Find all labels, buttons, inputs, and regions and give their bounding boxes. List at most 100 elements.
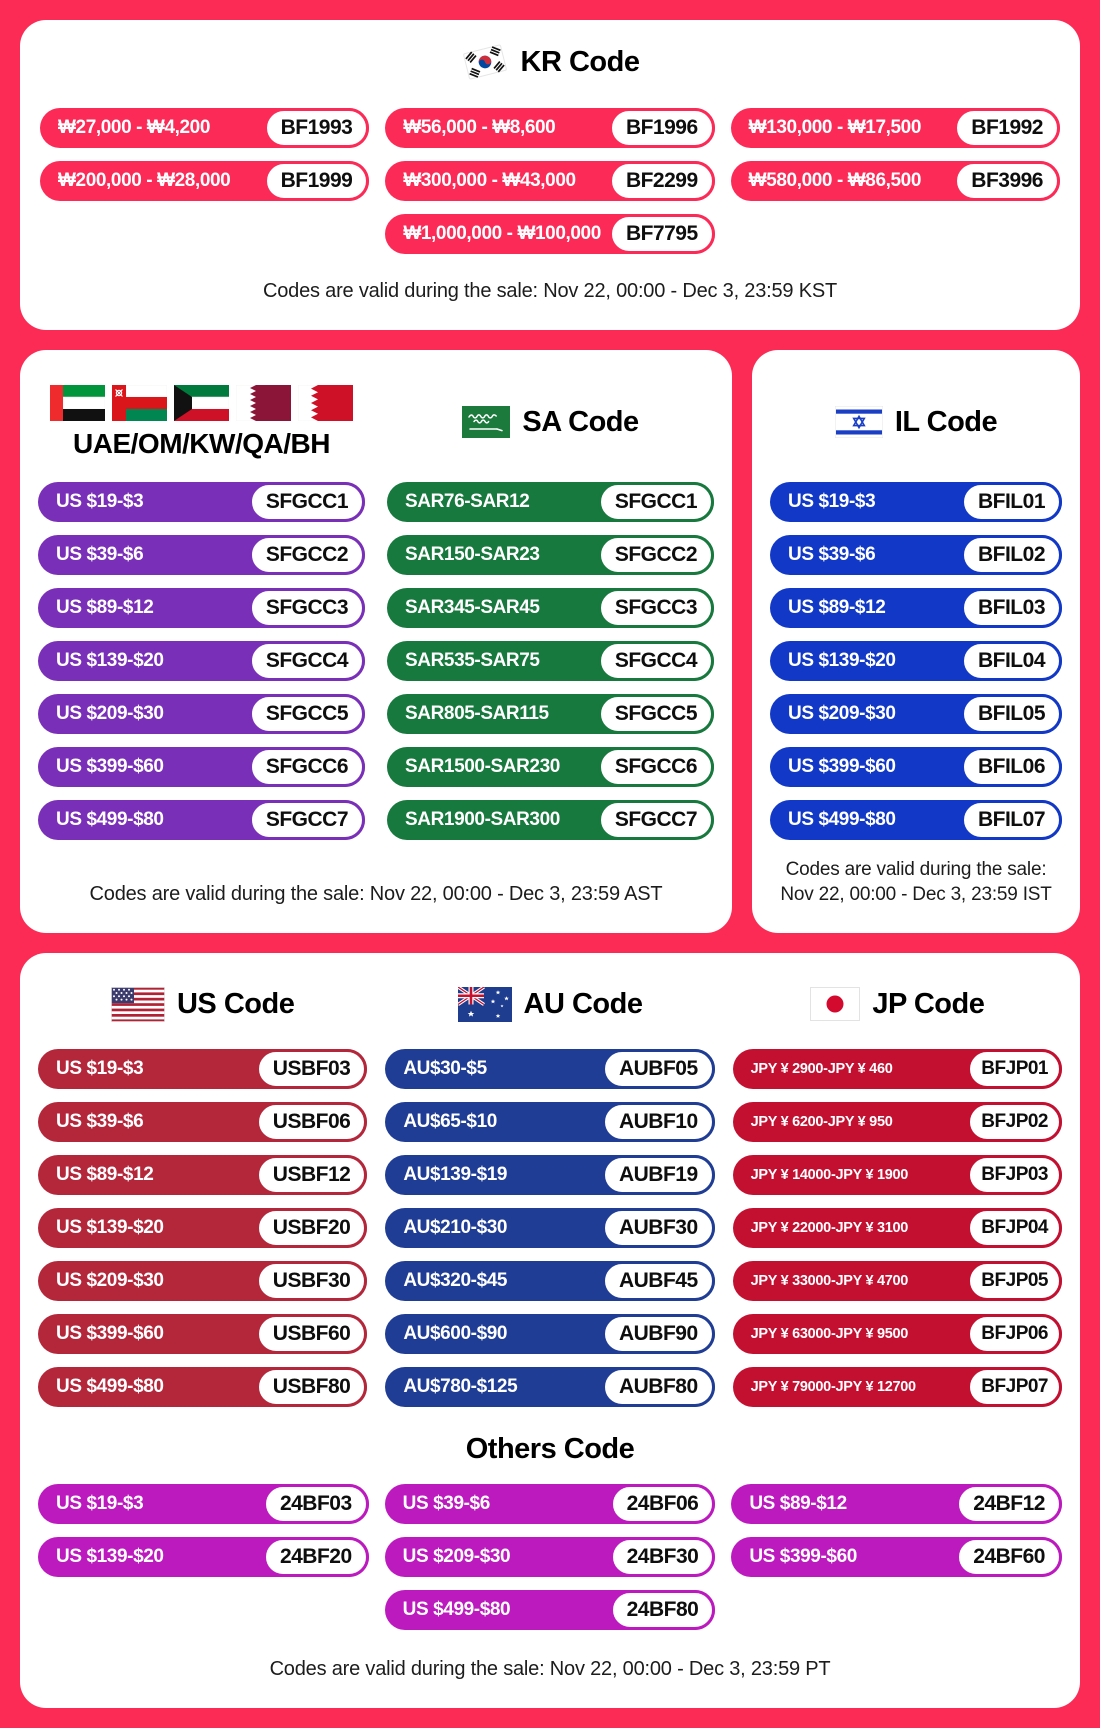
coupon-code-badge: BFJP02: [967, 1102, 1062, 1143]
coupon-pill: US $89-$12 USBF12: [38, 1155, 368, 1196]
au-column: AU Code AU$30-$5 AUBF05 AU$65-$10 AUBF10 AU$…: [385, 973, 715, 1408]
coupon-pill: US $139-$20 USBF20: [38, 1208, 368, 1249]
kr-card-title: KR Code: [520, 45, 640, 78]
il-card-header: IL Code: [770, 370, 1062, 474]
il-validity-text: Codes are valid during the sale: Nov 22,…: [770, 858, 1062, 907]
us-flag-icon: [110, 986, 165, 1022]
sa-pill-list: SAR76-SAR12 SFGCC1 SAR150-SAR23 SFGCC2 SAR34…: [387, 482, 714, 840]
discount-range: US $89-$12: [56, 597, 154, 618]
coupon-pill: SAR150-SAR23 SFGCC2: [387, 535, 714, 575]
discount-range: US $39-$6: [788, 544, 876, 565]
discount-range: JPY ¥ 79000-JPY ¥ 12700: [750, 1379, 916, 1396]
coupon-code-badge: 24BF30: [609, 1537, 716, 1578]
il-code-card: IL Code US $19-$3 BFIL01 US $39-$6 BFIL02 US…: [752, 350, 1080, 934]
coupon-code-badge: AUBF80: [601, 1367, 715, 1408]
others-pill-grid: US $19-$3 24BF03 US $39-$6 24BF06 US $89-$12…: [38, 1484, 1062, 1631]
coupon-pill: JPY ¥ 79000-JPY ¥ 12700 BFJP07: [732, 1367, 1062, 1408]
coupon-code-badge: USBF03: [255, 1049, 368, 1090]
discount-range: AU$780-$125: [403, 1376, 518, 1398]
au-pill-list: AU$30-$5 AUBF05 AU$65-$10 AUBF10 AU$139-$19 A…: [385, 1049, 715, 1408]
discount-range: US $209-$30: [56, 703, 164, 724]
coupon-code-badge: SFGCC3: [597, 588, 714, 628]
coupon-pill: JPY ¥ 6200-JPY ¥ 950 BFJP02: [732, 1102, 1062, 1143]
middle-cards-row: UAE/OM/KW/QA/BH US $19-$3 SFGCC1 US $39-$6…: [20, 350, 1080, 934]
others-code-title: Others Code: [465, 1433, 635, 1466]
kr-pill-grid: ₩27,000 - ₩4,200 BF1993 ₩56,000 - ₩8,600 BF…: [40, 108, 1060, 254]
discount-range: US $139-$20: [56, 1546, 164, 1568]
coupon-code-badge: 24BF12: [956, 1484, 1062, 1525]
discount-range: US $499-$80: [402, 1599, 511, 1621]
discount-range: ₩580,000 - ₩86,500: [748, 170, 922, 191]
gcc-sa-validity-text: Codes are valid during the sale: Nov 22,…: [89, 883, 663, 906]
coupon-pill: AU$780-$125 AUBF80: [385, 1367, 715, 1408]
jp-card-header: JP Code: [733, 973, 1062, 1035]
coupon-code-badge: BF7795: [608, 214, 715, 254]
coupon-code-badge: BFIL02: [960, 535, 1062, 575]
coupon-code-badge: USBF06: [255, 1102, 368, 1143]
coupon-code-badge: SFGCC6: [597, 747, 714, 787]
sa-card-header: SA Code: [387, 370, 714, 474]
coupon-code-badge: 24BF20: [262, 1537, 369, 1578]
coupon-pill: SAR535-SAR75 SFGCC4: [387, 641, 714, 681]
coupon-pill: US $209-$30 SFGCC5: [38, 694, 365, 734]
coupon-pill: ₩130,000 - ₩17,500 BF1992: [730, 108, 1060, 148]
discount-range: US $209-$30: [402, 1546, 511, 1568]
discount-range: JPY ¥ 22000-JPY ¥ 3100: [750, 1220, 909, 1237]
coupon-pill: US $139-$20 SFGCC4: [38, 641, 365, 681]
coupon-code-badge: AUBF30: [601, 1208, 715, 1249]
coupon-pill: ₩56,000 - ₩8,600 BF1996: [385, 108, 715, 148]
us-card-title: US Code: [176, 987, 295, 1020]
discount-range: SAR805-SAR115: [405, 703, 549, 724]
discount-range: JPY ¥ 63000-JPY ¥ 9500: [750, 1326, 909, 1343]
international-codes-card: US Code US $19-$3 USBF03 US $39-$6 USBF06 US…: [20, 953, 1080, 1709]
discount-range: SAR345-SAR45: [405, 597, 540, 618]
discount-range: US $399-$60: [788, 756, 896, 777]
coupon-pill: AU$600-$90 AUBF90: [385, 1314, 715, 1355]
discount-range: SAR150-SAR23: [405, 544, 540, 565]
coupon-pill: US $19-$3 USBF03: [38, 1049, 368, 1090]
coupon-pill: AU$320-$45 AUBF45: [385, 1261, 715, 1302]
discount-range: SAR1500-SAR230: [405, 756, 560, 777]
discount-range: US $89-$12: [788, 597, 886, 618]
coupon-code-badge: SFGCC5: [597, 694, 714, 734]
coupon-pill: SAR76-SAR12 SFGCC1: [387, 482, 714, 522]
coupon-code-badge: SFGCC1: [248, 482, 365, 522]
discount-range: JPY ¥ 2900-JPY ¥ 460: [750, 1061, 893, 1078]
israel-flag-icon: [834, 406, 883, 438]
discount-range: US $499-$80: [56, 1376, 164, 1398]
gcc-card-title: UAE/OM/KW/QA/BH: [73, 427, 330, 459]
jp-pill-list: JPY ¥ 2900-JPY ¥ 460 BFJP01 JPY ¥ 6200-JPY…: [732, 1049, 1062, 1408]
discount-range: AU$139-$19: [403, 1164, 508, 1186]
discount-range: US $499-$80: [56, 809, 164, 830]
discount-range: US $399-$60: [56, 1323, 164, 1345]
coupon-code-badge: 24BF03: [262, 1484, 369, 1525]
coupon-pill: JPY ¥ 33000-JPY ¥ 4700 BFJP05: [732, 1261, 1062, 1302]
discount-range: US $19-$3: [56, 1493, 144, 1515]
korea-flag-icon: [462, 44, 507, 80]
discount-range: US $499-$80: [788, 809, 896, 830]
jp-card-title: JP Code: [872, 987, 985, 1020]
coupon-code-badge: AUBF10: [601, 1102, 715, 1143]
coupon-code-badge: BFJP04: [967, 1208, 1062, 1249]
coupon-code-badge: SFGCC4: [597, 641, 714, 681]
coupon-code-badge: SFGCC7: [248, 800, 365, 840]
discount-range: ₩27,000 - ₩4,200: [58, 117, 211, 138]
coupon-code-badge: SFGCC2: [597, 535, 714, 575]
coupon-code-badge: BF1993: [263, 108, 370, 148]
coupon-code-badge: AUBF90: [601, 1314, 715, 1355]
coupon-code-badge: BFIL06: [960, 747, 1062, 787]
coupon-pill: JPY ¥ 22000-JPY ¥ 3100 BFJP04: [732, 1208, 1062, 1249]
coupon-code-badge: 24BF60: [956, 1537, 1062, 1578]
discount-range: SAR1900-SAR300: [405, 809, 560, 830]
coupon-code-badge: BFJP07: [967, 1367, 1062, 1408]
coupon-code-badge: BFIL04: [960, 641, 1062, 681]
kr-card-header: KR Code: [38, 40, 1062, 84]
coupon-pill: US $39-$6 24BF06: [384, 1484, 716, 1525]
il-card-title: IL Code: [894, 405, 998, 438]
discount-range: US $19-$3: [56, 1058, 144, 1080]
coupon-code-badge: USBF60: [255, 1314, 368, 1355]
sa-column: SA Code SAR76-SAR12 SFGCC1 SAR150-SAR23 SFG…: [387, 370, 714, 859]
coupon-code-badge: SFGCC5: [248, 694, 365, 734]
coupon-code-badge: AUBF19: [601, 1155, 715, 1196]
coupon-code-badge: BFIL03: [960, 588, 1062, 628]
